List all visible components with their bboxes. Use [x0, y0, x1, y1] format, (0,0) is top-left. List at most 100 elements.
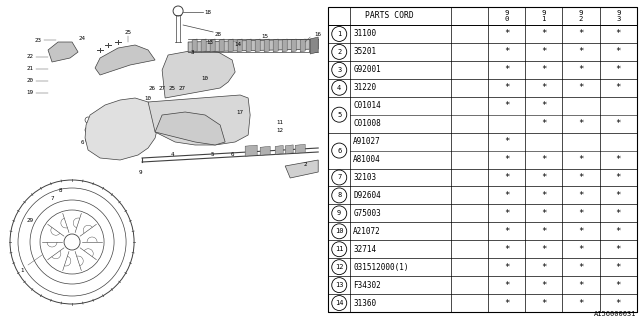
Text: 9: 9 [138, 170, 142, 174]
Polygon shape [300, 39, 305, 52]
Text: *: * [504, 263, 509, 272]
Polygon shape [273, 39, 278, 52]
Polygon shape [282, 39, 287, 52]
Text: 7: 7 [51, 196, 54, 201]
Text: *: * [504, 227, 509, 236]
Text: *: * [579, 191, 584, 200]
Text: 28: 28 [214, 31, 221, 36]
Text: 19: 19 [26, 91, 33, 95]
Text: *: * [579, 227, 584, 236]
Text: 4: 4 [337, 85, 341, 91]
Text: 9
2: 9 2 [579, 10, 583, 22]
Text: *: * [616, 119, 621, 128]
Text: D92604: D92604 [353, 191, 381, 200]
Polygon shape [219, 39, 224, 52]
Text: *: * [541, 281, 547, 290]
Text: *: * [616, 83, 621, 92]
Text: 4: 4 [170, 153, 174, 157]
Text: 13: 13 [335, 282, 344, 288]
Text: 29: 29 [26, 218, 33, 222]
Text: *: * [541, 65, 547, 74]
Text: *: * [541, 173, 547, 182]
Text: *: * [579, 281, 584, 290]
Text: *: * [579, 173, 584, 182]
Text: 20: 20 [26, 78, 33, 84]
Text: C01014: C01014 [353, 101, 381, 110]
Text: 1: 1 [337, 31, 341, 37]
Text: 27: 27 [159, 85, 166, 91]
Polygon shape [310, 37, 318, 54]
Text: 21: 21 [26, 67, 33, 71]
Text: *: * [504, 173, 509, 182]
Text: 35201: 35201 [353, 47, 376, 56]
Polygon shape [275, 146, 283, 155]
Text: *: * [504, 281, 509, 290]
Text: 17: 17 [237, 109, 244, 115]
Text: *: * [579, 209, 584, 218]
Text: *: * [504, 209, 509, 218]
Text: 31100: 31100 [353, 29, 376, 38]
Text: *: * [541, 263, 547, 272]
Text: 16: 16 [314, 31, 321, 36]
Text: 1: 1 [20, 268, 24, 273]
Text: *: * [504, 29, 509, 38]
Polygon shape [309, 39, 314, 52]
Text: 9
0: 9 0 [504, 10, 509, 22]
Text: *: * [579, 47, 584, 56]
Text: 14: 14 [335, 300, 344, 306]
Text: 5: 5 [211, 153, 214, 157]
Polygon shape [285, 145, 293, 154]
Text: 31220: 31220 [353, 83, 376, 92]
Text: *: * [616, 173, 621, 182]
Polygon shape [155, 112, 225, 145]
Polygon shape [237, 39, 242, 52]
Text: A156000031: A156000031 [593, 311, 636, 317]
Polygon shape [201, 39, 206, 52]
Polygon shape [85, 98, 158, 160]
Polygon shape [162, 50, 235, 98]
Polygon shape [95, 45, 155, 75]
Text: PARTS CORD: PARTS CORD [365, 12, 413, 20]
Polygon shape [228, 39, 233, 52]
Text: 6: 6 [337, 148, 341, 154]
Text: *: * [504, 137, 509, 146]
Polygon shape [260, 146, 270, 155]
Text: *: * [504, 101, 509, 110]
Polygon shape [245, 145, 257, 156]
Text: *: * [616, 29, 621, 38]
Text: *: * [579, 263, 584, 272]
Text: 031512000(1): 031512000(1) [353, 263, 409, 272]
Text: *: * [579, 65, 584, 74]
Text: 15: 15 [262, 35, 269, 39]
Text: 32714: 32714 [353, 245, 376, 254]
Text: 7: 7 [337, 174, 341, 180]
Text: *: * [504, 191, 509, 200]
Text: *: * [616, 209, 621, 218]
Text: *: * [541, 245, 547, 254]
Text: *: * [579, 299, 584, 308]
Text: *: * [579, 155, 584, 164]
Text: *: * [616, 263, 621, 272]
Text: *: * [541, 47, 547, 56]
Text: *: * [541, 191, 547, 200]
Text: *: * [616, 191, 621, 200]
Polygon shape [246, 39, 251, 52]
Text: *: * [579, 29, 584, 38]
Text: *: * [541, 83, 547, 92]
Text: 9: 9 [337, 210, 341, 216]
Text: 25: 25 [125, 29, 132, 35]
Text: 5: 5 [337, 112, 341, 118]
Text: *: * [616, 47, 621, 56]
Text: 9
3: 9 3 [616, 10, 621, 22]
Text: *: * [579, 119, 584, 128]
Text: *: * [504, 299, 509, 308]
Text: 27: 27 [179, 85, 186, 91]
Text: 8: 8 [337, 192, 341, 198]
Text: *: * [541, 209, 547, 218]
Polygon shape [295, 144, 305, 153]
Text: A81004: A81004 [353, 155, 381, 164]
Text: 13: 13 [207, 39, 214, 44]
Text: *: * [504, 83, 509, 92]
Polygon shape [48, 42, 78, 62]
Text: A91027: A91027 [353, 137, 381, 146]
